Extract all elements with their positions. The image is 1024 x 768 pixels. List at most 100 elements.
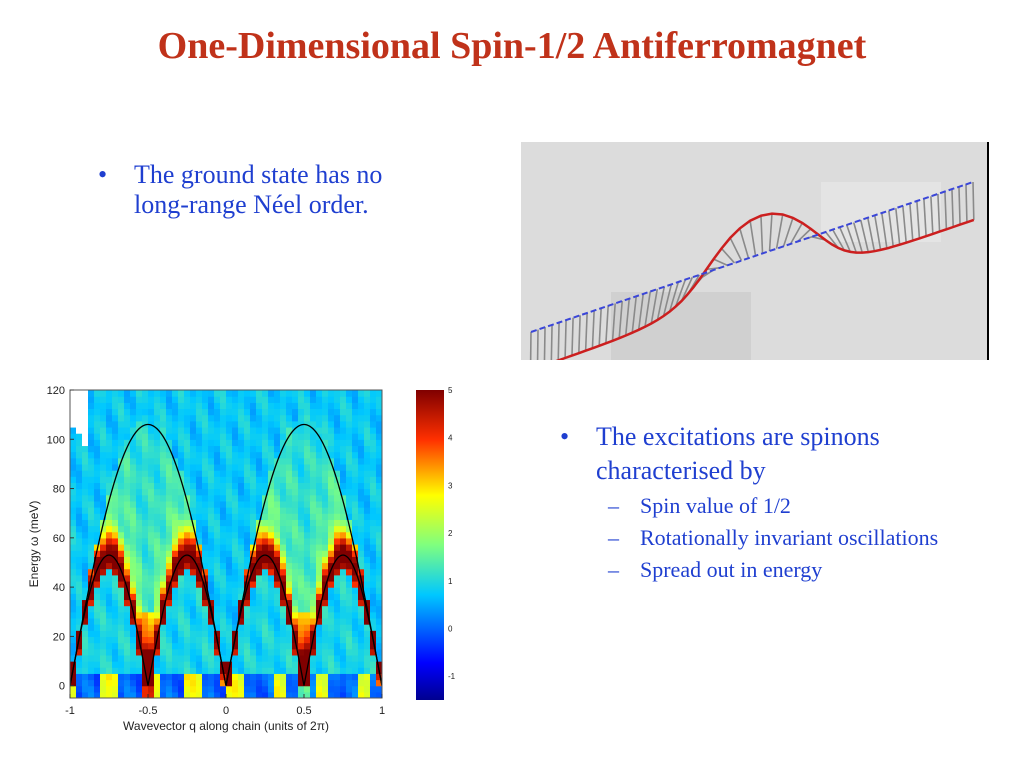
spin-arrow (749, 220, 757, 256)
heatmap-cell (268, 482, 275, 490)
heatmap-cell (172, 611, 179, 619)
heatmap-cell (280, 636, 287, 644)
heatmap-cell (112, 550, 119, 557)
heatmap-cell (334, 624, 341, 631)
heatmap-cell (70, 500, 77, 508)
heatmap-cell (76, 691, 83, 698)
heatmap-cell (94, 580, 101, 588)
heatmap-cell (286, 636, 293, 644)
heatmap-cell (274, 587, 281, 594)
heatmap-cell (250, 580, 257, 588)
heatmap-cell (82, 544, 89, 551)
heatmap-cell (238, 433, 245, 440)
heatmap-cell (118, 476, 125, 483)
heatmap-cell (208, 580, 215, 588)
heatmap-cell (142, 396, 149, 403)
heatmap-cell (328, 587, 335, 594)
heatmap-cell (244, 488, 251, 496)
heatmap-cell (160, 451, 167, 459)
heatmap-cell (172, 414, 179, 422)
heatmap-cell (346, 482, 353, 490)
heatmap-cell (202, 556, 209, 564)
heatmap-cell (280, 537, 287, 545)
heatmap-cell (280, 390, 287, 397)
heatmap-cell (280, 439, 287, 447)
heatmap-cell (184, 525, 191, 533)
heatmap-cell (106, 636, 113, 644)
heatmap-cell (274, 494, 281, 502)
heatmap-cell (358, 488, 365, 496)
heatmap-cell (280, 691, 287, 698)
heatmap-cell (184, 550, 191, 557)
heatmap-cell (154, 593, 161, 601)
heatmap-cell (208, 433, 215, 440)
heatmap-cell (316, 457, 323, 465)
heatmap-cell (298, 611, 305, 619)
heatmap-cell (106, 580, 113, 588)
heatmap-cell (232, 470, 239, 477)
heatmap-cell (220, 519, 227, 527)
heatmap-cell (304, 556, 311, 564)
heatmap-cell (154, 476, 161, 483)
heatmap-cell (304, 673, 311, 681)
heatmap-cell (124, 562, 131, 570)
heatmap-cell (274, 525, 281, 533)
heatmap-cell (292, 513, 299, 520)
heatmap-cell (232, 390, 239, 397)
heatmap-cell (268, 457, 275, 465)
heatmap-cell (232, 544, 239, 551)
heatmap-cell (100, 685, 107, 693)
heatmap-cell (310, 494, 317, 502)
heatmap-cell (226, 414, 233, 422)
heatmap-cell (172, 519, 179, 527)
heatmap-cell (232, 587, 239, 594)
heatmap-cell (268, 494, 275, 502)
heatmap-cell (112, 599, 119, 607)
heatmap-cell (142, 685, 149, 693)
heatmap-cell (178, 463, 185, 471)
heatmap-cell (184, 568, 191, 576)
heatmap-cell (346, 630, 353, 637)
heatmap-cell (220, 525, 227, 533)
heatmap-cell (88, 390, 95, 397)
heatmap-cell (202, 500, 209, 508)
heatmap-cell (280, 630, 287, 637)
heatmap-cell (316, 396, 323, 403)
heatmap-cell (148, 630, 155, 637)
heatmap-cell (364, 402, 371, 410)
heatmap-cell (70, 531, 77, 539)
heatmap-cell (112, 513, 119, 520)
heatmap-cell (76, 445, 83, 453)
heatmap-cell (316, 408, 323, 416)
heatmap-cell (244, 624, 251, 631)
heatmap-cell (364, 642, 371, 650)
heatmap-cell (334, 617, 341, 625)
heatmap-cell (136, 488, 143, 496)
heatmap-cell (190, 525, 197, 533)
heatmap-cell (70, 685, 77, 693)
heatmap-cell (340, 679, 347, 687)
heatmap-cell (352, 624, 359, 631)
heatmap-cell (70, 482, 77, 490)
heatmap-cell (328, 414, 335, 422)
heatmap-cell (100, 587, 107, 594)
heatmap-cell (220, 580, 227, 588)
heatmap-cell (208, 408, 215, 416)
heatmap-cell (328, 408, 335, 416)
heatmap-cell (100, 390, 107, 397)
heatmap-cell (190, 685, 197, 693)
heatmap-cell (100, 445, 107, 453)
heatmap-cell (136, 513, 143, 520)
heatmap-cell (316, 463, 323, 471)
y-tick-label: 20 (53, 631, 65, 643)
heatmap-cell (82, 433, 89, 440)
heatmap-cell (160, 500, 167, 508)
heatmap-cell (244, 550, 251, 557)
heatmap-cell (286, 550, 293, 557)
heatmap-cell (244, 445, 251, 453)
heatmap-cell (202, 661, 209, 668)
heatmap-cell (226, 580, 233, 588)
heatmap-cell (124, 556, 131, 564)
heatmap-cell (256, 420, 263, 428)
heatmap-cell (280, 445, 287, 453)
